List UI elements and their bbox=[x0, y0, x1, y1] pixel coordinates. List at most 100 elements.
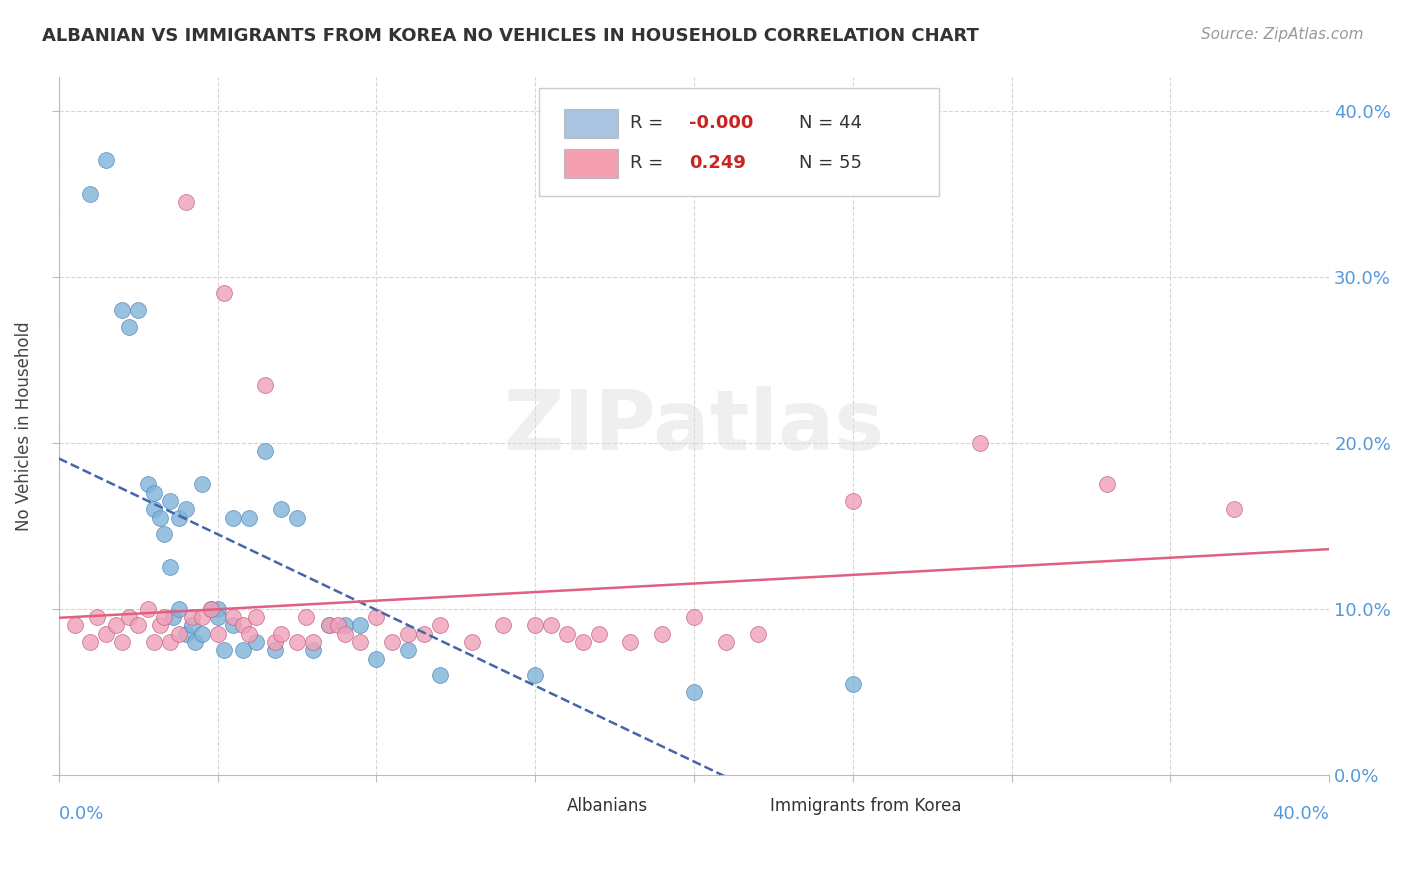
Point bbox=[86, 610, 108, 624]
Point bbox=[79, 635, 101, 649]
FancyBboxPatch shape bbox=[508, 792, 561, 818]
Point bbox=[318, 618, 340, 632]
Point bbox=[285, 510, 308, 524]
Point bbox=[619, 635, 641, 649]
Point bbox=[222, 510, 245, 524]
Point bbox=[143, 485, 166, 500]
Point bbox=[117, 319, 139, 334]
Point bbox=[540, 618, 562, 632]
Point bbox=[349, 635, 371, 649]
Point bbox=[285, 635, 308, 649]
Point bbox=[588, 627, 610, 641]
Point bbox=[429, 618, 451, 632]
Point bbox=[181, 618, 204, 632]
Point bbox=[333, 618, 356, 632]
Point bbox=[333, 627, 356, 641]
Point bbox=[1223, 502, 1246, 516]
Text: Albanians: Albanians bbox=[567, 797, 648, 814]
Point bbox=[174, 627, 197, 641]
Point bbox=[254, 444, 277, 458]
Point bbox=[117, 610, 139, 624]
Point bbox=[301, 643, 323, 657]
Point bbox=[714, 635, 737, 649]
Point bbox=[842, 494, 865, 508]
Point bbox=[366, 651, 388, 665]
Point bbox=[524, 668, 547, 682]
Point bbox=[381, 635, 404, 649]
Point bbox=[301, 635, 323, 649]
Point bbox=[190, 627, 212, 641]
Text: -0.000: -0.000 bbox=[689, 114, 754, 133]
Point bbox=[207, 602, 229, 616]
Point bbox=[174, 194, 197, 209]
Point bbox=[238, 510, 260, 524]
Point bbox=[212, 643, 235, 657]
Point bbox=[1095, 477, 1118, 491]
Point bbox=[295, 610, 318, 624]
Point bbox=[460, 635, 482, 649]
Text: Immigrants from Korea: Immigrants from Korea bbox=[770, 797, 962, 814]
Point bbox=[222, 610, 245, 624]
Point bbox=[149, 618, 172, 632]
Point bbox=[184, 635, 207, 649]
Point bbox=[318, 618, 340, 632]
Point bbox=[222, 618, 245, 632]
Point bbox=[238, 627, 260, 641]
Point bbox=[127, 618, 149, 632]
Point bbox=[328, 618, 350, 632]
Text: R =: R = bbox=[630, 154, 669, 172]
Point bbox=[396, 627, 419, 641]
Point bbox=[159, 635, 181, 649]
Point bbox=[413, 627, 436, 641]
Point bbox=[200, 602, 222, 616]
Point bbox=[207, 627, 229, 641]
Point bbox=[366, 610, 388, 624]
Point bbox=[79, 186, 101, 201]
Point bbox=[159, 560, 181, 574]
Point bbox=[169, 627, 191, 641]
Point bbox=[143, 502, 166, 516]
Point bbox=[169, 510, 191, 524]
Point bbox=[263, 643, 285, 657]
FancyBboxPatch shape bbox=[564, 149, 617, 178]
Text: ZIPatlas: ZIPatlas bbox=[503, 385, 884, 467]
Point bbox=[683, 685, 706, 699]
FancyBboxPatch shape bbox=[538, 88, 939, 196]
Point bbox=[572, 635, 595, 649]
Point bbox=[254, 377, 277, 392]
Point bbox=[232, 643, 254, 657]
Point bbox=[429, 668, 451, 682]
Point bbox=[245, 610, 267, 624]
FancyBboxPatch shape bbox=[710, 792, 763, 818]
Point bbox=[181, 610, 204, 624]
Point bbox=[492, 618, 515, 632]
Point bbox=[683, 610, 706, 624]
Point bbox=[396, 643, 419, 657]
Text: 0.249: 0.249 bbox=[689, 154, 745, 172]
Text: R =: R = bbox=[630, 114, 669, 133]
Point bbox=[270, 627, 292, 641]
Point bbox=[111, 302, 134, 317]
Point bbox=[200, 602, 222, 616]
Point bbox=[270, 502, 292, 516]
Point bbox=[190, 477, 212, 491]
Point bbox=[96, 627, 118, 641]
Point bbox=[143, 635, 166, 649]
Text: Source: ZipAtlas.com: Source: ZipAtlas.com bbox=[1201, 27, 1364, 42]
Point bbox=[747, 627, 769, 641]
Point bbox=[969, 435, 991, 450]
Text: 0.0%: 0.0% bbox=[59, 805, 104, 823]
Point bbox=[232, 618, 254, 632]
Point bbox=[96, 153, 118, 168]
Point bbox=[349, 618, 371, 632]
Point bbox=[159, 494, 181, 508]
Point bbox=[174, 502, 197, 516]
Point bbox=[842, 676, 865, 690]
Point bbox=[63, 618, 86, 632]
Point bbox=[149, 510, 172, 524]
Point bbox=[111, 635, 134, 649]
Point bbox=[207, 610, 229, 624]
Text: N = 44: N = 44 bbox=[800, 114, 862, 133]
Point bbox=[245, 635, 267, 649]
Point bbox=[152, 527, 174, 541]
